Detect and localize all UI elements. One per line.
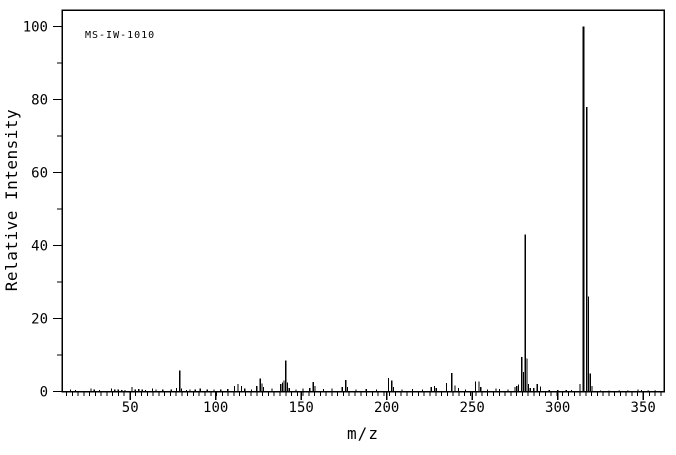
y-tick-label: 100	[23, 20, 48, 36]
x-tick-label: 50	[122, 400, 139, 416]
y-tick-label: 40	[31, 239, 48, 255]
spectrum-id-annotation: MS-IW-1010	[85, 30, 156, 41]
x-tick-label: 150	[289, 400, 314, 416]
x-tick-label: 100	[203, 400, 228, 416]
x-tick-label: 350	[631, 400, 656, 416]
plot-frame	[61, 9, 665, 393]
y-tick-label: 20	[31, 312, 48, 328]
y-tick-label: 0	[40, 385, 48, 401]
x-tick-label: 300	[545, 400, 570, 416]
x-tick-label: 250	[460, 400, 485, 416]
y-axis-title: Relative Intensity	[2, 108, 21, 292]
y-tick-label: 60	[31, 166, 48, 182]
y-tick-label: 80	[31, 93, 48, 109]
x-tick-label: 200	[374, 400, 399, 416]
x-axis-title: m/z	[347, 424, 379, 443]
